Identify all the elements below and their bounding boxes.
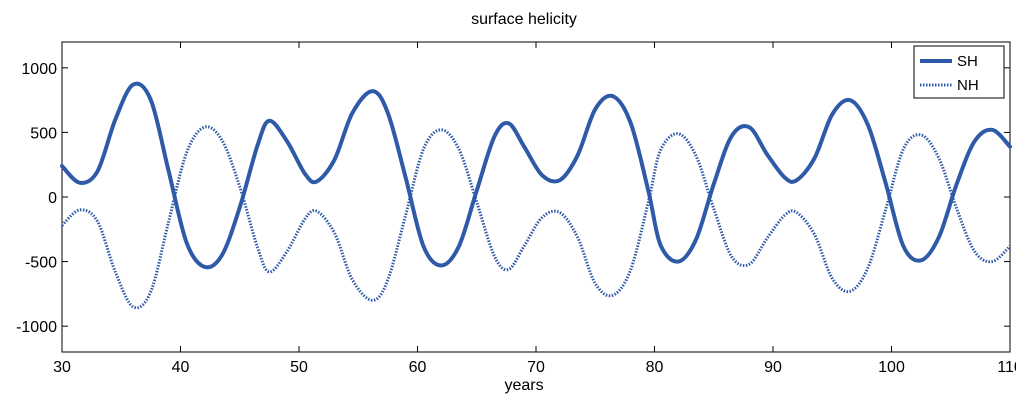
- chart-title: surface helicity: [471, 11, 577, 28]
- x-tick-label: 50: [290, 359, 308, 376]
- legend-box: [913, 45, 1005, 99]
- legend: SH NH: [913, 45, 1005, 99]
- y-tick-label: -1000: [16, 319, 57, 336]
- legend-label-sh: SH: [957, 53, 978, 70]
- series-line-sh: [60, 81, 1012, 270]
- plot-area: [61, 41, 1011, 353]
- x-tick-label: 30: [53, 359, 71, 376]
- y-tick-label: 500: [30, 125, 57, 142]
- y-tick-label: -500: [25, 255, 57, 272]
- x-tick-label: 90: [764, 359, 782, 376]
- y-tick-label: 1000: [21, 61, 57, 78]
- x-tick-label: 80: [646, 359, 664, 376]
- y-axis: -1000 -500 0 500 1000: [16, 61, 1010, 336]
- y-tick-label: 0: [48, 190, 57, 207]
- series-layer: [60, 81, 1012, 310]
- x-tick-label: 40: [172, 359, 190, 376]
- legend-label-nh: NH: [957, 77, 979, 94]
- x-tick-label: 110: [997, 359, 1016, 376]
- x-axis: 30 40 50 60 70 80 90 100 110: [53, 42, 1016, 376]
- x-tick-label: 60: [409, 359, 427, 376]
- x-tick-label: 70: [527, 359, 545, 376]
- x-tick-label: 100: [878, 359, 905, 376]
- series-line-nh: [60, 125, 1012, 310]
- x-axis-label: years: [504, 377, 543, 394]
